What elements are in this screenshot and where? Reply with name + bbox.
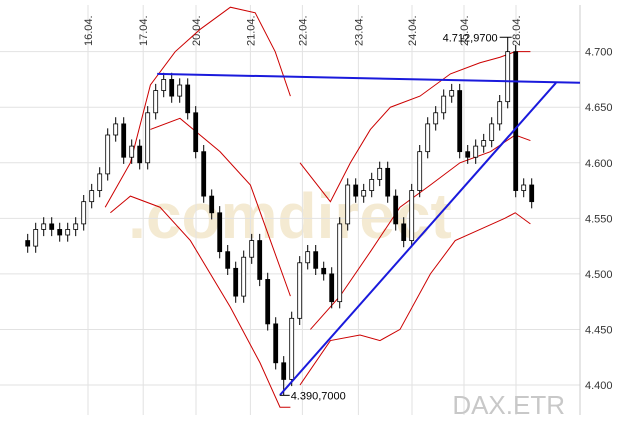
candle-body: [369, 179, 375, 191]
candle-body: [465, 151, 471, 158]
candle-body: [505, 51, 511, 103]
candle-body: [161, 79, 167, 91]
candle-body: [361, 190, 367, 197]
candle-body: [193, 112, 199, 153]
candle-body: [265, 279, 271, 325]
candle-body: [345, 184, 351, 225]
candle-body: [233, 267, 239, 297]
candle-body: [417, 151, 423, 191]
candle-body: [305, 251, 311, 264]
candle-body: [145, 112, 151, 164]
candle-body: [425, 123, 431, 153]
candle-body: [489, 123, 495, 141]
band-line: [150, 117, 531, 330]
y-tick-label: 4.400: [585, 380, 613, 392]
candle-body: [129, 145, 135, 158]
candle-body: [521, 184, 527, 191]
candle-body: [137, 145, 143, 164]
candle-body: [209, 195, 215, 214]
candle-body: [65, 229, 71, 236]
candle-body: [113, 123, 119, 136]
candle-body: [81, 201, 87, 225]
candle-body: [25, 240, 31, 247]
candle-body: [73, 223, 79, 230]
candle-body: [289, 317, 295, 380]
candle-body: [201, 151, 207, 197]
candle-body: [177, 84, 183, 97]
y-tick-label: 4.650: [585, 102, 613, 114]
band-line: [110, 195, 531, 408]
candle-body: [353, 184, 359, 197]
x-tick-label: 16.04.: [83, 15, 95, 46]
candle-body: [377, 167, 383, 180]
high-label: 4.712,9700: [443, 32, 498, 44]
candle-body: [217, 212, 223, 253]
candle-body: [49, 223, 55, 230]
candle-body: [241, 256, 247, 297]
x-tick-label: 17.04.: [138, 15, 150, 46]
candle-body: [273, 323, 279, 364]
x-tick-label: 22.04.: [297, 15, 309, 46]
candle-body: [169, 79, 175, 97]
candle-body: [481, 140, 487, 147]
candle-body: [513, 51, 519, 191]
y-tick-label: 4.500: [585, 269, 613, 281]
candle-body: [297, 262, 303, 319]
x-tick-label: 25.04.: [459, 15, 471, 46]
x-tick-label: 21.04.: [245, 15, 257, 46]
candle-body: [249, 240, 255, 258]
candle-body: [57, 229, 63, 236]
trend-line: [157, 72, 581, 84]
candle-body: [105, 134, 111, 175]
candle-body: [321, 267, 327, 275]
x-tick-label: 20.04.: [191, 15, 203, 46]
low-label: 4.390,7000: [291, 390, 346, 402]
candle-body: [329, 273, 335, 303]
candle-body: [313, 251, 319, 269]
candle-body: [449, 90, 455, 97]
candle-body: [41, 223, 47, 230]
candle-body: [433, 112, 439, 125]
candle-body: [409, 190, 415, 241]
x-tick-label: 24.04.: [407, 15, 419, 46]
candle-body: [281, 362, 287, 380]
source-label: DAX.ETR: [452, 390, 565, 420]
y-tick-label: 4.450: [585, 324, 613, 336]
candle-body: [457, 90, 463, 153]
candle-body: [153, 90, 159, 114]
candle-body: [385, 167, 391, 197]
candle-body: [97, 173, 103, 191]
candle-body: [473, 145, 479, 158]
candle-body: [497, 101, 503, 125]
y-tick-label: 4.700: [585, 47, 613, 59]
candle-body: [121, 123, 127, 158]
candle-body: [185, 84, 191, 114]
y-tick-label: 4.600: [585, 158, 613, 170]
x-tick-label: 28.04.: [511, 15, 523, 46]
y-tick-label: 4.550: [585, 213, 613, 225]
candle-body: [33, 229, 39, 247]
candle-body: [401, 223, 407, 241]
candle-body: [225, 251, 231, 269]
candle-body: [337, 223, 343, 303]
candle-body: [257, 240, 263, 280]
candle-body: [529, 184, 535, 203]
trend-line: [279, 82, 557, 396]
candle-body: [393, 195, 399, 225]
band-line: [104, 6, 531, 208]
candle-body: [441, 95, 447, 114]
x-tick-label: 23.04.: [353, 15, 365, 46]
candle-body: [89, 190, 95, 203]
